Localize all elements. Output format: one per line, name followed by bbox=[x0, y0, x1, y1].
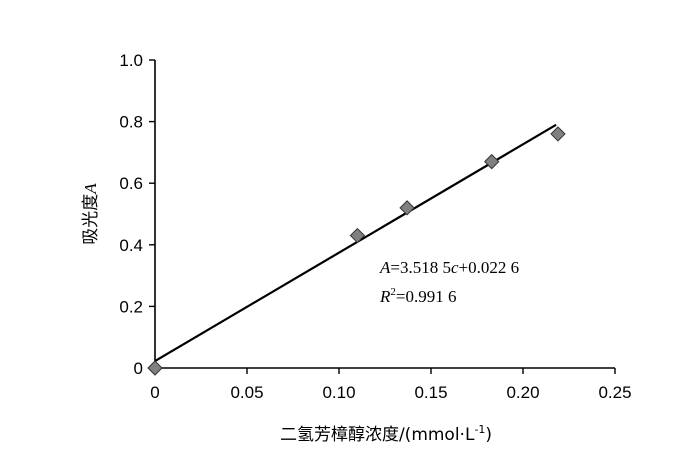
data-points bbox=[147, 126, 566, 376]
y-tick-label: 0.2 bbox=[119, 297, 143, 316]
y-tick-label: 0.6 bbox=[119, 174, 143, 193]
x-tick-label: 0.20 bbox=[506, 383, 539, 402]
y-tick-label: 0.4 bbox=[119, 236, 143, 255]
data-point-diamond bbox=[550, 126, 566, 142]
data-point-diamond bbox=[484, 153, 500, 170]
x-tick-label: 0.10 bbox=[322, 383, 355, 402]
data-point-diamond bbox=[349, 227, 366, 244]
x-tick-label: 0.15 bbox=[414, 383, 447, 402]
x-tick-label: 0 bbox=[150, 383, 159, 402]
x-tick-label: 0.25 bbox=[598, 383, 631, 402]
axes bbox=[149, 59, 616, 374]
data-point-diamond bbox=[399, 200, 415, 216]
y-axis-title: 吸光度A bbox=[81, 183, 101, 245]
fit-equation: A=3.518 5c+0.022 6 bbox=[379, 258, 519, 277]
x-tick-label: 0.05 bbox=[230, 383, 263, 402]
x-axis-title: 二氢芳樟醇浓度/(mmol·L-1) bbox=[280, 423, 492, 445]
r-squared-label: R2=0.991 6 bbox=[379, 286, 456, 306]
y-tick-label: 0 bbox=[134, 359, 143, 378]
y-tick-label: 0.8 bbox=[119, 113, 143, 132]
y-tick-label: 1.0 bbox=[119, 51, 143, 70]
data-point-diamond bbox=[147, 360, 163, 376]
tick-labels: 0 0.05 0.10 0.15 0.20 0.25 0 0.2 0.4 0.6 0.8 1.0 bbox=[119, 51, 631, 402]
